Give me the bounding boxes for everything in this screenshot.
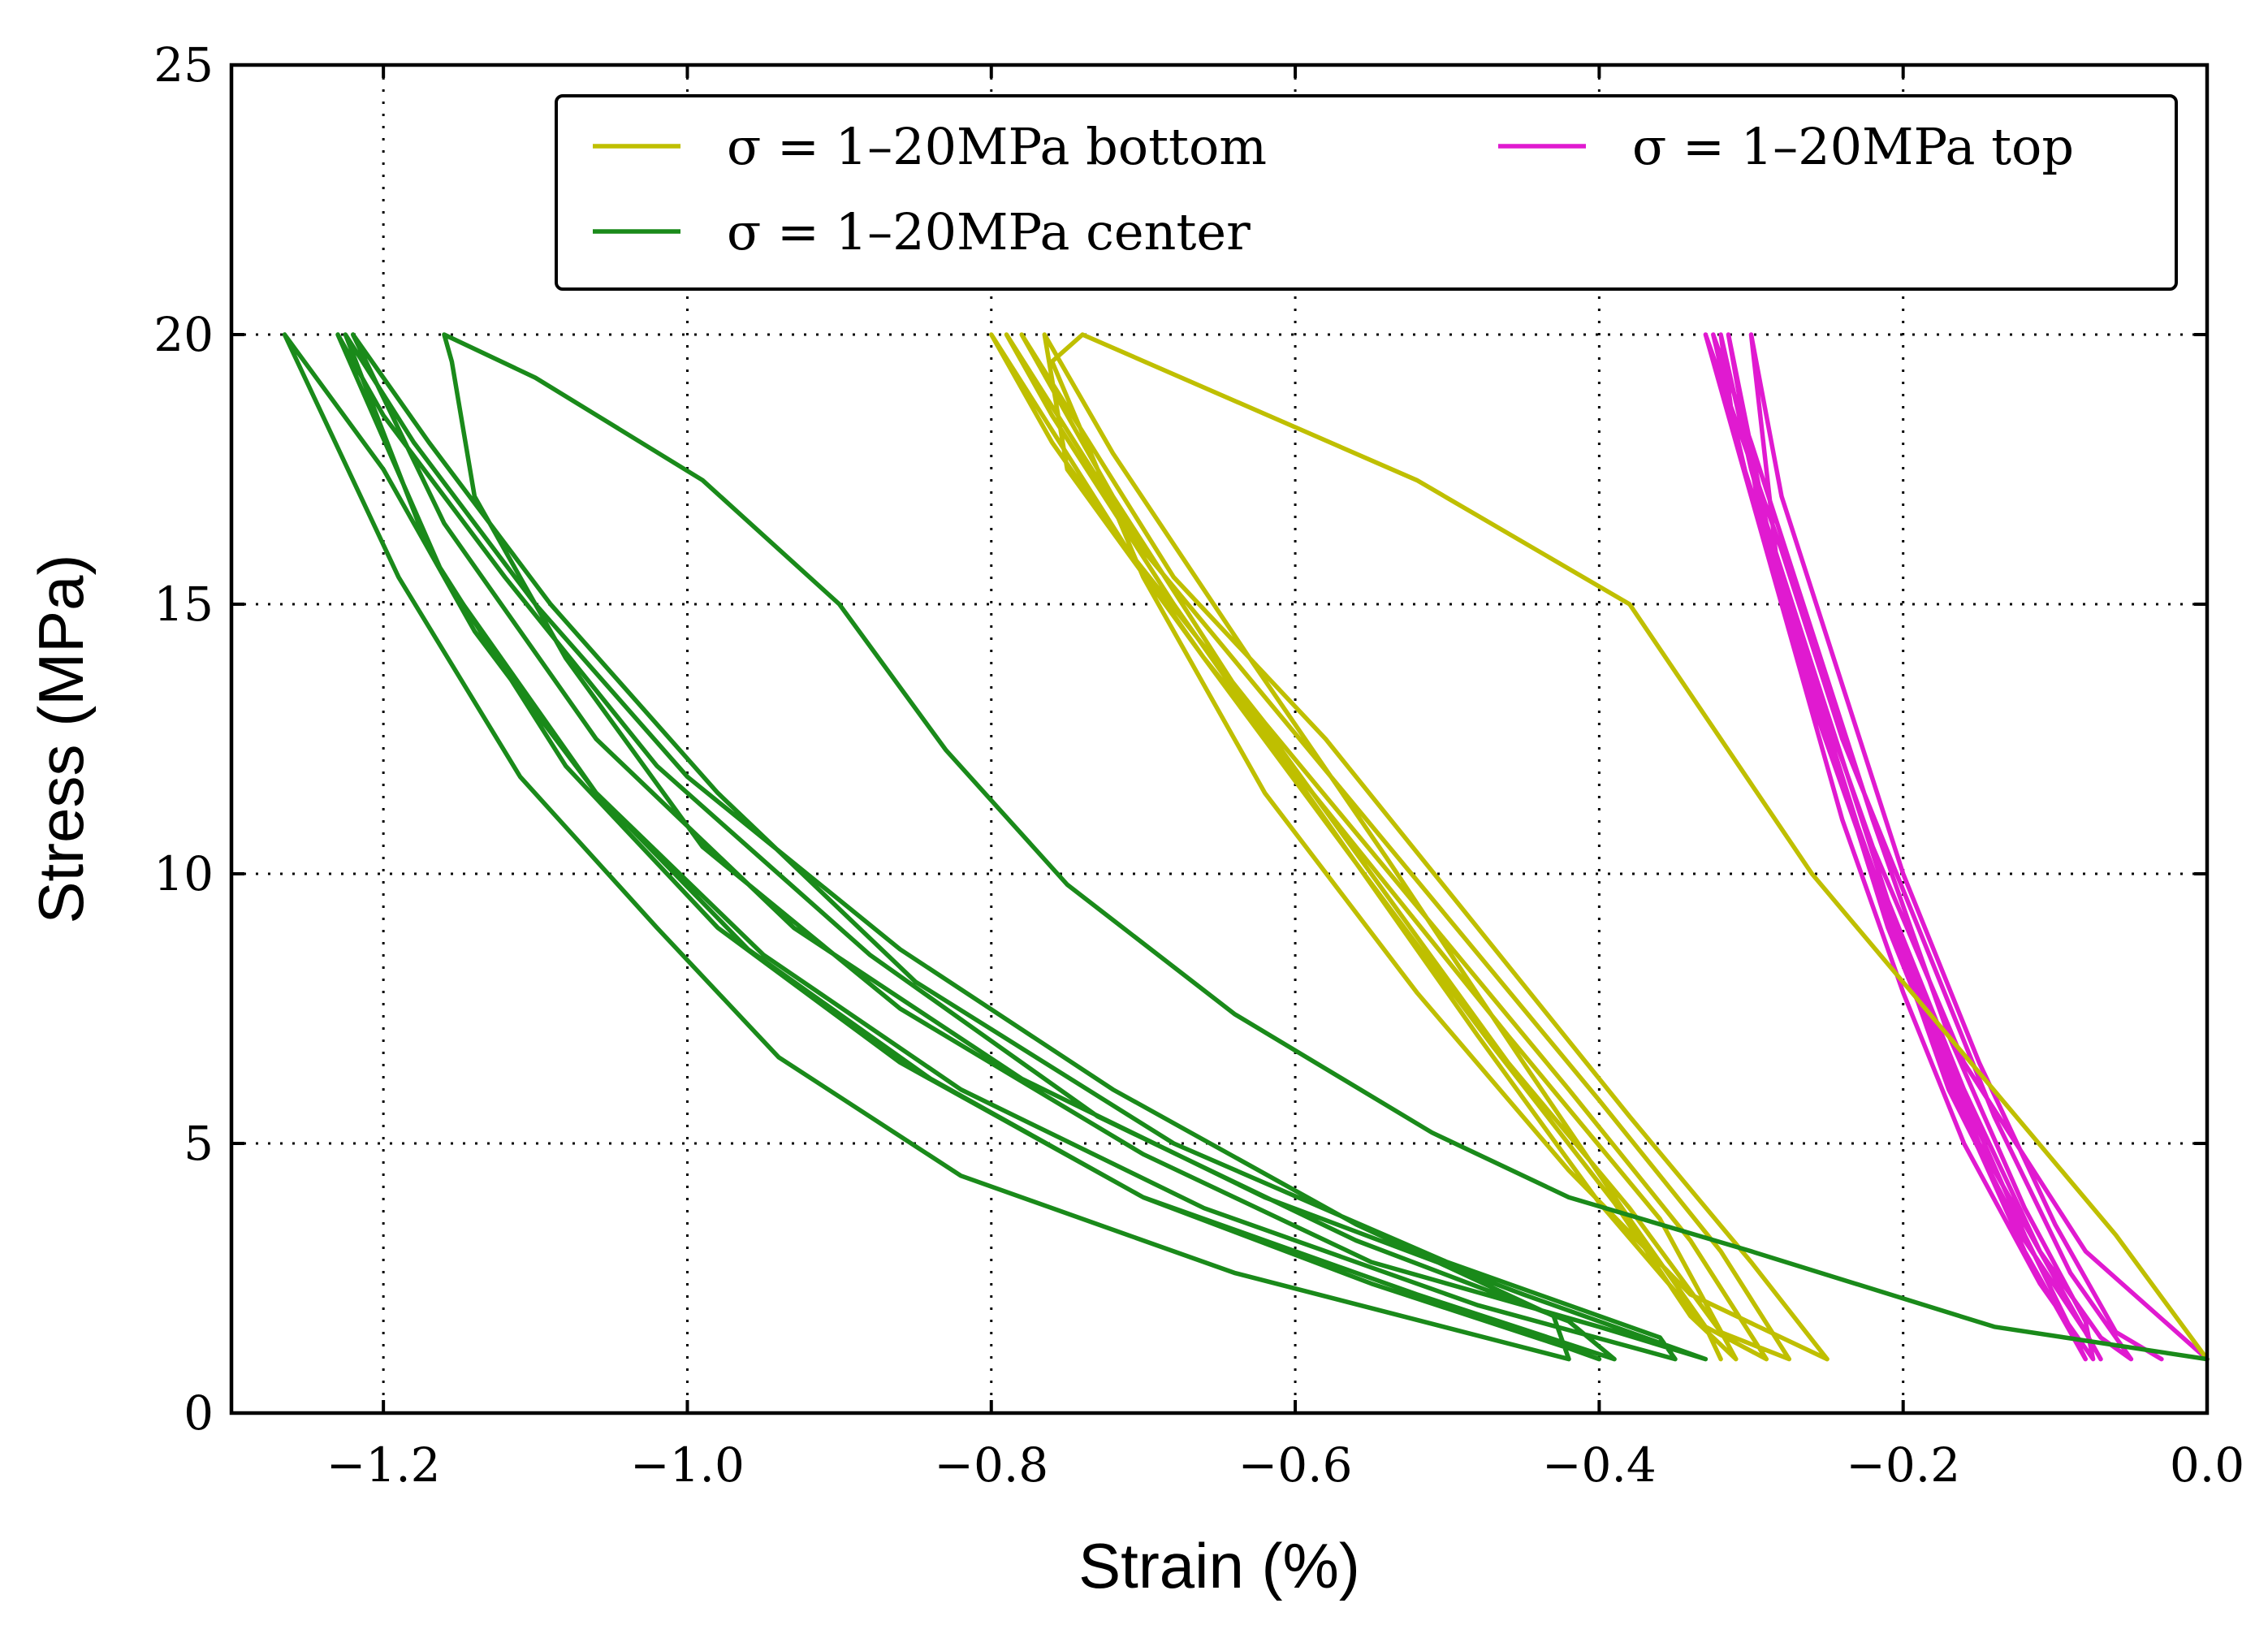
y-tick-label: 15	[153, 577, 214, 632]
x-tick-label: −0.8	[934, 1437, 1048, 1493]
y-axis-ticks: 0 5 10 15 20 25	[153, 37, 2207, 1441]
y-tick-label: 0	[184, 1385, 214, 1441]
y-tick-label: 20	[153, 307, 214, 362]
legend-label-center: σ = 1–20MPa center	[727, 202, 1251, 261]
legend: σ = 1–20MPa bottom σ = 1–20MPa top σ = 1…	[555, 94, 2178, 291]
series-line-0	[989, 332, 2210, 1362]
y-tick-label: 25	[153, 37, 214, 93]
y-tick-label: 10	[153, 846, 214, 901]
x-tick-label: −0.2	[1846, 1437, 1960, 1493]
y-axis-label: Stress (MPa)	[25, 554, 97, 923]
x-axis-ticks: −1.2 −1.0 −0.8 −0.6 −0.4 −0.2 0.0	[326, 65, 2244, 1493]
series-lines	[282, 332, 2210, 1362]
x-tick-label: −1.0	[630, 1437, 745, 1493]
x-tick-label: −0.6	[1238, 1437, 1353, 1493]
series-line-1	[282, 332, 2210, 1362]
legend-label-bottom: σ = 1–20MPa bottom	[727, 117, 1267, 176]
series-line-2	[1703, 332, 2210, 1362]
y-tick-label: 5	[184, 1116, 214, 1171]
x-tick-label: 0.0	[2170, 1437, 2244, 1493]
x-tick-label: −1.2	[326, 1437, 441, 1493]
plot-frame	[229, 63, 2210, 1415]
x-tick-label: −0.4	[1542, 1437, 1657, 1493]
x-axis-label: Strain (%)	[1078, 1530, 1360, 1601]
legend-label-top: σ = 1–20MPa top	[1632, 117, 2074, 176]
legend-box	[555, 94, 2178, 291]
